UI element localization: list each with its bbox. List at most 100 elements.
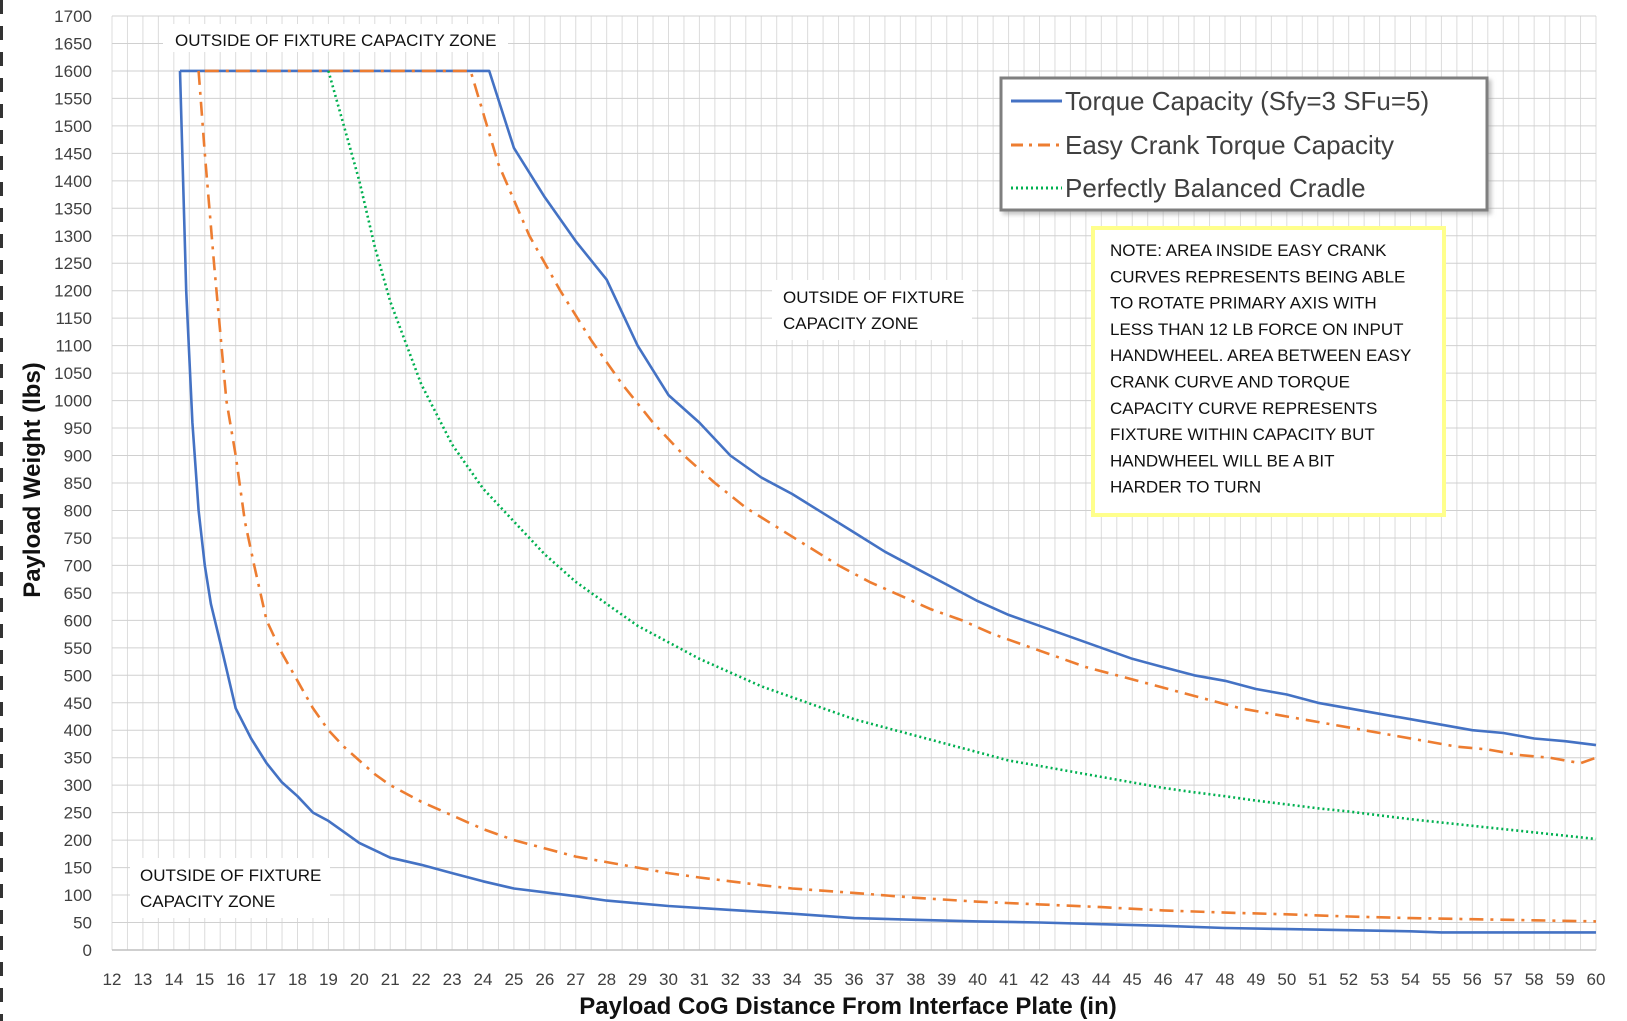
x-tick-label: 19 — [319, 970, 338, 989]
legend-label-easy-crank: Easy Crank Torque Capacity — [1065, 130, 1394, 160]
y-tick-label: 950 — [64, 419, 92, 438]
note-line: TO ROTATE PRIMARY AXIS WITH — [1110, 294, 1377, 313]
note-box: NOTE: AREA INSIDE EASY CRANK CURVES REPRE… — [1091, 226, 1446, 517]
y-tick-label: 1400 — [54, 172, 92, 191]
x-tick-label: 13 — [133, 970, 152, 989]
zone-label-bottom-line1: OUTSIDE OF FIXTURE — [140, 866, 321, 885]
x-tick-label: 35 — [814, 970, 833, 989]
note-line: HANDWHEEL WILL BE A BIT — [1110, 451, 1335, 470]
x-tick-label: 22 — [412, 970, 431, 989]
series-line-1-lower — [197, 70, 1597, 923]
x-tick-label: 28 — [597, 970, 616, 989]
y-tick-label: 600 — [64, 611, 92, 630]
note-line: HANDWHEEL. AREA BETWEEN EASY — [1110, 346, 1411, 365]
y-tick-label: 750 — [64, 529, 92, 548]
y-tick-label: 300 — [64, 776, 92, 795]
series-line-0 — [180, 69, 1597, 747]
y-axis-title: Payload Weight (lbs) — [19, 362, 46, 598]
x-tick-label: 27 — [566, 970, 585, 989]
y-tick-label: 350 — [64, 749, 92, 768]
x-tick-label: 32 — [721, 970, 740, 989]
x-tick-label: 41 — [999, 970, 1018, 989]
x-tick-label: 55 — [1432, 970, 1451, 989]
y-tick-label: 450 — [64, 694, 92, 713]
zone-label-top-text: OUTSIDE OF FIXTURE CAPACITY ZONE — [175, 31, 496, 50]
y-tick-label: 500 — [64, 666, 92, 685]
y-tick-label: 1300 — [54, 227, 92, 246]
y-tick-label: 1250 — [54, 254, 92, 273]
x-axis-title: Payload CoG Distance From Interface Plat… — [579, 993, 1116, 1020]
y-tick-label: 200 — [64, 831, 92, 850]
note-text: NOTE: AREA INSIDE EASY CRANK CURVES REPRE… — [1110, 241, 1411, 497]
x-tick-label: 43 — [1061, 970, 1080, 989]
x-tick-label: 17 — [257, 970, 276, 989]
series-line-2 — [327, 70, 1597, 841]
note-line: HARDER TO TURN — [1110, 478, 1261, 497]
legend: Torque Capacity (Sfy=3 SFu=5) Easy Crank… — [999, 76, 1489, 212]
zone-label-right-line1: OUTSIDE OF FIXTURE — [783, 288, 964, 307]
x-tick-label: 39 — [937, 970, 956, 989]
x-tick-label: 34 — [783, 970, 802, 989]
y-tick-label: 650 — [64, 584, 92, 603]
y-tick-label: 1500 — [54, 117, 92, 136]
note-line: NOTE: AREA INSIDE EASY CRANK — [1110, 241, 1387, 260]
y-tick-label: 1600 — [54, 62, 92, 81]
x-tick-label: 57 — [1494, 970, 1513, 989]
x-tick-label: 48 — [1216, 970, 1235, 989]
y-tick-label: 1000 — [54, 392, 92, 411]
x-tick-label: 14 — [164, 970, 183, 989]
tick-labels: 0 50 100 150 200 250 300 350 400 450 500 550 600 650 7… — [54, 7, 1605, 989]
x-tick-label: 60 — [1587, 970, 1606, 989]
x-tick-label: 20 — [350, 970, 369, 989]
y-tick-label: 1650 — [54, 34, 92, 53]
page-edge-dash — [0, 0, 3, 1021]
x-tick-label: 23 — [443, 970, 462, 989]
y-tick-label: 400 — [64, 721, 92, 740]
legend-label-torque: Torque Capacity (Sfy=3 SFu=5) — [1065, 86, 1429, 116]
x-tick-label: 45 — [1123, 970, 1142, 989]
x-tick-label: 56 — [1463, 970, 1482, 989]
x-tick-label: 59 — [1556, 970, 1575, 989]
x-tick-label: 37 — [875, 970, 894, 989]
x-tick-label: 25 — [504, 970, 523, 989]
x-tick-label: 31 — [690, 970, 709, 989]
x-tick-label: 16 — [226, 970, 245, 989]
y-tick-label: 800 — [64, 501, 92, 520]
y-tick-label: 1700 — [54, 7, 92, 26]
series-lines — [178, 69, 1597, 934]
x-tick-label: 40 — [968, 970, 987, 989]
y-tick-label: 700 — [64, 556, 92, 575]
x-tick-label: 33 — [752, 970, 771, 989]
series-line-1 — [204, 69, 1597, 765]
x-tick-label: 49 — [1246, 970, 1265, 989]
zone-label-right: OUTSIDE OF FIXTURE CAPACITY ZONE — [772, 280, 972, 340]
y-tick-label: 1450 — [54, 144, 92, 163]
x-tick-label: 30 — [659, 970, 678, 989]
note-line: FIXTURE WITHIN CAPACITY BUT — [1110, 425, 1375, 444]
x-tick-label: 44 — [1092, 970, 1111, 989]
zone-label-right-line2: CAPACITY ZONE — [783, 314, 918, 333]
y-tick-label: 100 — [64, 886, 92, 905]
legend-label-balanced: Perfectly Balanced Cradle — [1065, 173, 1366, 203]
x-tick-label: 38 — [906, 970, 925, 989]
x-tick-label: 53 — [1370, 970, 1389, 989]
x-tick-label: 21 — [381, 970, 400, 989]
x-tick-label: 52 — [1339, 970, 1358, 989]
x-tick-label: 46 — [1154, 970, 1173, 989]
zone-label-bottom: OUTSIDE OF FIXTURE CAPACITY ZONE — [130, 858, 330, 918]
note-line: CURVES REPRESENTS BEING ABLE — [1110, 267, 1405, 286]
y-tick-label: 250 — [64, 804, 92, 823]
y-tick-label: 0 — [83, 941, 92, 960]
x-tick-label: 12 — [103, 970, 122, 989]
y-tick-label: 150 — [64, 859, 92, 878]
zone-label-top: OUTSIDE OF FIXTURE CAPACITY ZONE — [163, 24, 508, 52]
y-tick-label: 900 — [64, 447, 92, 466]
note-line: CAPACITY CURVE REPRESENTS — [1110, 399, 1377, 418]
y-tick-label: 1050 — [54, 364, 92, 383]
note-line: CRANK CURVE AND TORQUE — [1110, 373, 1350, 392]
y-tick-label: 50 — [73, 914, 92, 933]
y-tick-label: 1550 — [54, 89, 92, 108]
x-tick-label: 51 — [1308, 970, 1327, 989]
x-tick-label: 47 — [1185, 970, 1204, 989]
